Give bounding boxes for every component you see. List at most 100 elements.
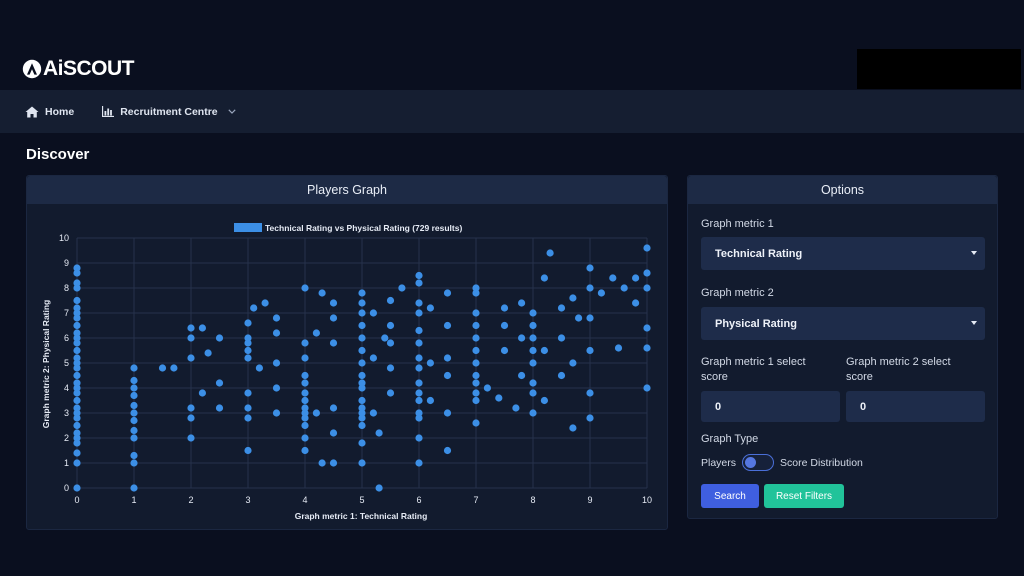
scatter-point[interactable] xyxy=(358,396,366,405)
scatter-point[interactable] xyxy=(312,329,320,337)
scatter-point[interactable] xyxy=(130,426,138,435)
scatter-point[interactable] xyxy=(73,421,81,430)
scatter-point[interactable] xyxy=(198,389,206,397)
scatter-point[interactable] xyxy=(529,321,537,330)
chart-legend[interactable]: Technical Rating vs Physical Rating (729… xyxy=(234,223,462,233)
scatter-point[interactable] xyxy=(415,299,423,307)
scatter-point[interactable] xyxy=(632,274,640,282)
scatter-point[interactable] xyxy=(381,334,389,342)
scatter-point[interactable] xyxy=(329,429,338,437)
scatter-point[interactable] xyxy=(375,484,383,492)
scatter-point[interactable] xyxy=(472,389,480,397)
scatter-point[interactable] xyxy=(386,339,395,347)
scatter-point[interactable] xyxy=(415,389,423,397)
scatter-point[interactable] xyxy=(386,296,395,305)
scatter-point[interactable] xyxy=(215,334,224,342)
scatter-point[interactable] xyxy=(73,321,81,330)
scatter-point[interactable] xyxy=(358,299,366,307)
scatter-point[interactable] xyxy=(500,321,509,330)
scatter-point[interactable] xyxy=(73,364,81,372)
scatter-point[interactable] xyxy=(643,384,651,392)
scatter-point[interactable] xyxy=(472,284,480,292)
nav-home[interactable]: Home xyxy=(25,106,74,118)
scatter-point[interactable] xyxy=(586,389,594,397)
scatter-point[interactable] xyxy=(586,346,594,355)
scatter-point[interactable] xyxy=(358,421,366,430)
scatter-point[interactable] xyxy=(529,309,537,317)
score1-input[interactable] xyxy=(701,391,840,422)
scatter-point[interactable] xyxy=(386,389,395,397)
scatter-point[interactable] xyxy=(73,371,81,380)
scatter-point[interactable] xyxy=(73,439,81,447)
scatter-point[interactable] xyxy=(73,284,81,292)
scatter-point[interactable] xyxy=(415,414,423,422)
scatter-point[interactable] xyxy=(529,359,537,367)
reset-filters-button[interactable]: Reset Filters xyxy=(764,484,844,508)
scatter-point[interactable] xyxy=(415,354,423,362)
scatter-point[interactable] xyxy=(301,396,309,405)
scatter-point[interactable] xyxy=(472,396,480,405)
scatter-point[interactable] xyxy=(426,304,434,312)
scatter-point[interactable] xyxy=(500,304,509,312)
scatter-point[interactable] xyxy=(586,264,594,272)
scatter-point[interactable] xyxy=(597,289,606,297)
scatter-point[interactable] xyxy=(73,314,81,322)
scatter-point[interactable] xyxy=(358,404,366,412)
scatter-point[interactable] xyxy=(73,354,81,362)
scatter-point[interactable] xyxy=(443,289,452,297)
scatter-point[interactable] xyxy=(529,379,537,387)
scatter-point[interactable] xyxy=(443,354,452,362)
scatter-point[interactable] xyxy=(250,304,258,312)
scatter-point[interactable] xyxy=(73,339,81,347)
scatter-point[interactable] xyxy=(426,359,434,367)
scatter-point[interactable] xyxy=(73,279,81,287)
scatter-point[interactable] xyxy=(358,371,366,380)
scatter-point[interactable] xyxy=(443,371,452,380)
scatter-point[interactable] xyxy=(557,334,566,342)
scatter-point[interactable] xyxy=(443,446,452,455)
scatter-point[interactable] xyxy=(529,334,537,342)
scatter-point[interactable] xyxy=(255,364,263,372)
scatter-point[interactable] xyxy=(73,264,81,272)
scatter-point[interactable] xyxy=(632,299,640,307)
scatter-point[interactable] xyxy=(130,384,138,392)
scatter-point[interactable] xyxy=(557,371,566,380)
scatter-point[interactable] xyxy=(244,389,252,397)
scatter-point[interactable] xyxy=(443,321,452,330)
scatter-point[interactable] xyxy=(415,409,423,417)
scatter-point[interactable] xyxy=(158,364,167,372)
scatter-point[interactable] xyxy=(73,414,81,422)
scatter-point[interactable] xyxy=(73,379,81,387)
scatter-point[interactable] xyxy=(73,429,81,437)
scatter-point[interactable] xyxy=(443,409,452,417)
scatter-point[interactable] xyxy=(130,401,138,410)
scatter-point[interactable] xyxy=(318,289,326,297)
scatter-point[interactable] xyxy=(215,404,224,412)
scatter-point[interactable] xyxy=(244,346,252,355)
metric2-select[interactable]: Physical Rating xyxy=(701,307,985,340)
scatter-point[interactable] xyxy=(472,346,480,355)
scatter-point[interactable] xyxy=(312,409,320,417)
scatter-point[interactable] xyxy=(301,354,309,362)
scatter-point[interactable] xyxy=(301,409,309,417)
scatter-point[interactable] xyxy=(540,274,549,282)
scatter-point[interactable] xyxy=(375,429,383,437)
scatter-point[interactable] xyxy=(483,384,491,392)
scatter-point[interactable] xyxy=(329,299,338,307)
scatter-point[interactable] xyxy=(244,446,252,455)
scatter-point[interactable] xyxy=(272,409,281,417)
scatter-point[interactable] xyxy=(529,389,537,397)
scatter-point[interactable] xyxy=(358,309,366,317)
brand-logo[interactable]: AiSCOUT xyxy=(22,58,135,80)
scatter-point[interactable] xyxy=(130,409,138,417)
search-button[interactable]: Search xyxy=(701,484,759,508)
scatter-point[interactable] xyxy=(415,339,423,347)
scatter-point[interactable] xyxy=(301,421,309,430)
scatter-point[interactable] xyxy=(73,329,81,337)
scatter-point[interactable] xyxy=(187,434,195,442)
scatter-point[interactable] xyxy=(272,359,281,367)
scatter-point[interactable] xyxy=(301,414,309,422)
scatter-point[interactable] xyxy=(557,304,566,312)
scatter-point[interactable] xyxy=(369,309,377,317)
scatter-point[interactable] xyxy=(472,334,480,342)
